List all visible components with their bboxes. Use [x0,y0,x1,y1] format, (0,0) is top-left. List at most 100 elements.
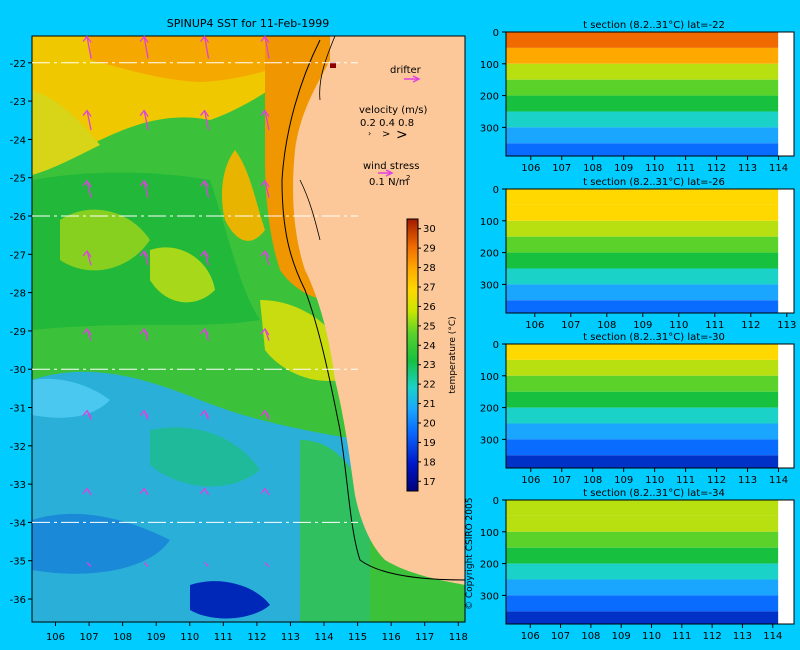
section-x-tick-label: 108 [581,631,600,642]
wind-arrowhead-icon [200,179,210,188]
section-y-tick-label: 0 [493,28,499,39]
colorbar-tick-label: 21 [423,399,436,410]
section-y-tick-label: 0 [493,496,499,507]
section-temp-band [506,300,779,313]
wind-arrowhead-icon [139,487,149,495]
section-x-tick-label: 108 [583,475,602,486]
section-x-tick-label: 106 [521,163,540,174]
map-y-tick-label: -35 [10,557,26,568]
map-x-tick-label: 108 [113,632,132,643]
section-temp-band [506,189,779,205]
map-y-tick-label: -36 [10,595,26,606]
wind-arrowhead-icon [139,327,149,336]
colorbar-tick-label: 25 [423,321,436,332]
section-y-tick-label: 100 [480,528,499,539]
wind-arrowhead-icon [200,109,210,117]
wind-arrowhead-icon [260,109,270,117]
colorbar-tick-label: 22 [423,380,436,391]
map-y-tick-label: -30 [10,365,26,376]
map-title: SPINUP4 SST for 11-Feb-1999 [167,17,329,30]
wind-arrow-icon [143,250,149,266]
section-temp-band [506,47,779,64]
wind-arrowhead-icon [139,35,149,43]
section-title: t section (8.2..31°C) lat=-26 [583,177,725,188]
wind-arrows [82,35,270,568]
wind-arrowhead-icon [260,487,270,495]
section-x-tick-label: 110 [645,475,664,486]
colorbar-tick-label: 26 [423,302,436,313]
wind-arrow-icon [264,36,270,59]
map-x-tick-label: 115 [348,632,367,643]
section-temp-band [506,547,779,564]
wind-arrowhead-icon [200,249,210,258]
wind-stress-title: wind stress [363,161,419,172]
section-temp-band [506,375,779,392]
wind-arrow-icon [86,562,92,568]
map-frame [31,35,466,623]
wind-arrowhead-icon [82,327,92,336]
section-temp-band [506,563,779,580]
map-legend: drifter velocity (m/s) 0.2 0.4 0.8 › > >… [359,65,427,188]
map-x-tick-label: 116 [382,632,401,643]
section-temp-band [506,423,779,440]
section-y-tick-label: 200 [480,249,499,260]
section-frame [505,31,795,157]
wind-arrow-icon [203,110,210,131]
warm-spot-marker [330,62,336,68]
section-temp-band [506,439,779,456]
colorbar-tick-label: 18 [423,457,436,468]
wind-arrowhead-icon [260,409,270,418]
sst-zone-shelf-south [300,440,370,622]
section-y-tick-label: 200 [480,92,499,103]
section-x-tick-label: 109 [612,631,631,642]
copyright-notice: © Copyright CSIRO 2005 [465,498,475,610]
sst-zone-eddy-teal [150,427,260,487]
wind-arrowhead-icon [139,109,149,117]
section-x-tick-label: 106 [521,631,540,642]
shelf-isobath [281,39,465,581]
wind-arrowhead-icon [82,179,92,188]
section-temp-band [506,359,779,376]
section-temp-band [506,204,779,221]
wind-arrow-icon [86,250,92,266]
sst-zone-eddy-cyan [32,378,110,418]
sst-zone-cold-core [190,581,270,619]
map-y-tick-label: -28 [10,289,26,300]
wind-arrow-icon [264,562,270,568]
map-y-tick-label: -33 [10,480,26,491]
section-temp-band [506,579,779,596]
wind-arrowhead-icon [139,409,149,418]
section-x-tick-label: 110 [669,320,688,331]
colorbar-tick-label: 20 [423,419,436,430]
section-y-tick-label: 300 [480,591,499,602]
wind-arrow-icon [203,36,210,59]
section-title: t section (8.2..31°C) lat=-22 [583,20,725,31]
section-y-tick-label: 100 [480,60,499,71]
section-temp-band [506,531,779,548]
sst-zone-shelf-warm [260,300,340,381]
section-x-tick-label: 110 [645,163,664,174]
wind-arrowhead-icon [260,327,270,336]
section-x-tick-label: 108 [597,320,616,331]
sst-map: 106 107 108 109 110 111 112 113 114 115 116 117 118 … [10,35,475,643]
section-x-tick-label: 112 [703,631,722,642]
coastline-exmouth [319,36,336,101]
sst-zone-eddy-lime-2 [150,247,215,303]
section-lines [32,62,358,523]
section-x-tick-label: 112 [707,475,726,486]
map-y-tick-label: -31 [10,404,26,415]
map-y-tick-label: -32 [10,442,26,453]
map-x-axis: 106 107 108 109 110 111 112 113 114 115 116 117 118 [46,622,468,643]
section-temp-band [506,284,779,301]
wind-arrowhead-icon [200,35,210,43]
map-x-tick-label: 110 [180,632,199,643]
map-y-tick-label: -24 [10,135,26,146]
section-temp-band [506,63,779,80]
section-temp-band [506,344,779,360]
land-western-australia [293,36,465,585]
velocity-arrow-small-icon: › [368,129,371,138]
section-temp-band [506,236,779,253]
wind-arrowhead-icon [82,409,92,418]
section-x-tick-label: 112 [707,163,726,174]
section-x-tick-label: 113 [777,320,796,331]
